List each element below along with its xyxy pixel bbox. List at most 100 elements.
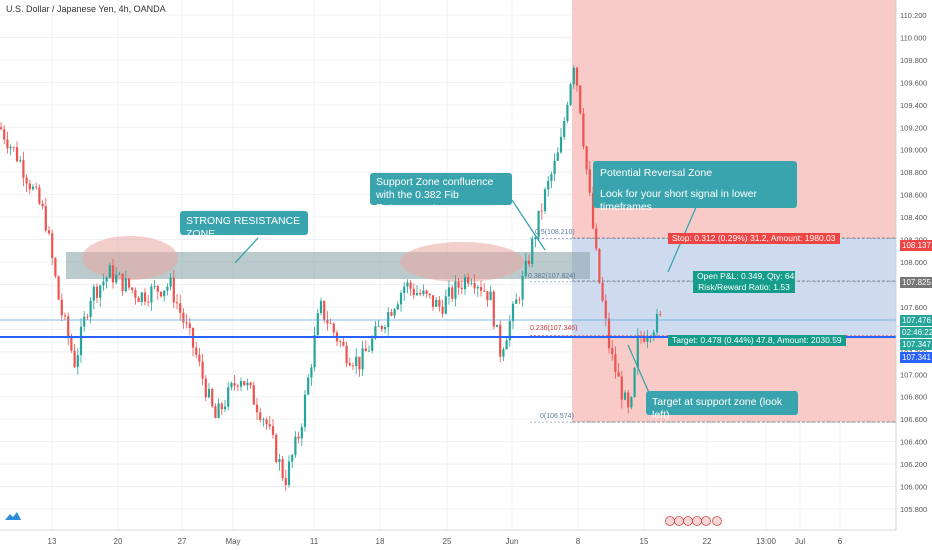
y-tick-label: 108.400 (900, 213, 927, 222)
candle (223, 399, 227, 412)
annotation-support-line2: with the 0.382 Fib Retracement (376, 189, 459, 214)
candle (415, 285, 419, 297)
candle (380, 324, 383, 332)
candle (57, 275, 60, 300)
candle (163, 290, 166, 302)
candle (102, 273, 105, 291)
candle (409, 280, 412, 296)
candle (111, 259, 115, 289)
x-tick-label: 22 (703, 537, 712, 546)
candle (182, 308, 185, 329)
x-tick-label: 8 (576, 537, 581, 546)
candle (566, 101, 569, 124)
candle (83, 310, 86, 332)
x-tick-label: 6 (838, 537, 843, 546)
candle (297, 431, 300, 444)
candle (431, 295, 435, 311)
candle (620, 370, 623, 409)
y-tick-label: 105.800 (900, 505, 927, 514)
annotation-reversal-line2: Look for your short signal in lower time… (600, 188, 757, 213)
price-label-countdown: 02:46:22 (900, 327, 932, 338)
x-axis-ticks: 13 20 27 May 11 18 25 Jun 8 15 22 13:00 Jul 6 (48, 537, 843, 546)
candle (195, 341, 198, 359)
candle (345, 341, 348, 368)
target-arrow (627, 344, 651, 396)
annotation-resistance: STRONG RESISTANCE ZONE (180, 211, 308, 240)
candle (547, 175, 550, 197)
candle (473, 274, 476, 295)
fib-label-0236: 0.236(107.346) (530, 325, 578, 332)
candle (495, 324, 499, 327)
candle (444, 289, 447, 315)
candle (124, 270, 127, 293)
candle (435, 297, 438, 308)
candle (278, 453, 281, 471)
candle (351, 362, 355, 371)
candle (67, 312, 70, 346)
candle (476, 284, 479, 297)
candle (556, 147, 559, 162)
candle (156, 285, 159, 300)
candle (281, 455, 284, 481)
candle (441, 299, 444, 318)
chart-title: U.S. Dollar / Japanese Yen, 4h, OANDA (6, 4, 166, 14)
resistance-highlight-right (400, 242, 524, 282)
y-tick-label: 109.600 (900, 78, 927, 87)
candle (633, 366, 636, 399)
candle (403, 281, 406, 301)
fib-label-0: 0(106.574) (540, 413, 574, 420)
candle (214, 403, 217, 419)
candle (451, 284, 454, 303)
candle (438, 295, 441, 312)
y-tick-label: 109.800 (900, 56, 927, 65)
candle (159, 291, 163, 298)
candle (243, 380, 246, 386)
y-tick-label: 106.000 (900, 483, 927, 492)
x-tick-label: 25 (443, 537, 452, 546)
candle (579, 84, 582, 115)
candle (572, 65, 575, 89)
candle (588, 160, 591, 197)
candle (227, 381, 230, 411)
y-tick-label: 109.400 (900, 101, 927, 110)
stop-label-text: Stop: 0.312 (0.29%) 31.2, Amount: 1980.0… (672, 233, 836, 243)
candle (3, 125, 6, 145)
fib-label-05: 0.5(108.210) (535, 229, 575, 236)
candle (188, 317, 191, 336)
candle (252, 381, 255, 405)
candle (255, 398, 259, 420)
candle (0, 122, 3, 131)
candle (12, 146, 15, 152)
candle (422, 284, 425, 297)
annotation-target-text: Target at support zone (look left) (652, 396, 783, 421)
candle (131, 286, 134, 294)
candle (239, 377, 243, 392)
tradingview-logo-icon[interactable] (5, 509, 21, 523)
candle (595, 223, 598, 252)
candle (60, 293, 63, 322)
candle (294, 431, 297, 458)
candle (486, 291, 489, 307)
support-arrow (511, 199, 546, 251)
candle (607, 312, 611, 354)
candle (79, 318, 83, 363)
rr-text: Risk/Reward Ratio: 1.53 (698, 282, 790, 292)
candle (92, 284, 95, 310)
stop-label: Stop: 0.312 (0.29%) 31.2, Amount: 1980.0… (668, 233, 840, 244)
candle (559, 127, 563, 154)
candle (153, 280, 156, 289)
candle (217, 398, 220, 419)
y-tick-label: 109.000 (900, 146, 927, 155)
resistance-highlight-left (82, 236, 178, 280)
candle (611, 340, 614, 361)
candle (358, 356, 361, 377)
candle (6, 131, 9, 154)
candle (537, 210, 540, 241)
candle (73, 343, 76, 369)
resistance-arrow (234, 237, 259, 264)
candle (172, 269, 175, 309)
candle (166, 283, 169, 296)
candle (291, 453, 294, 468)
candle (41, 200, 44, 210)
